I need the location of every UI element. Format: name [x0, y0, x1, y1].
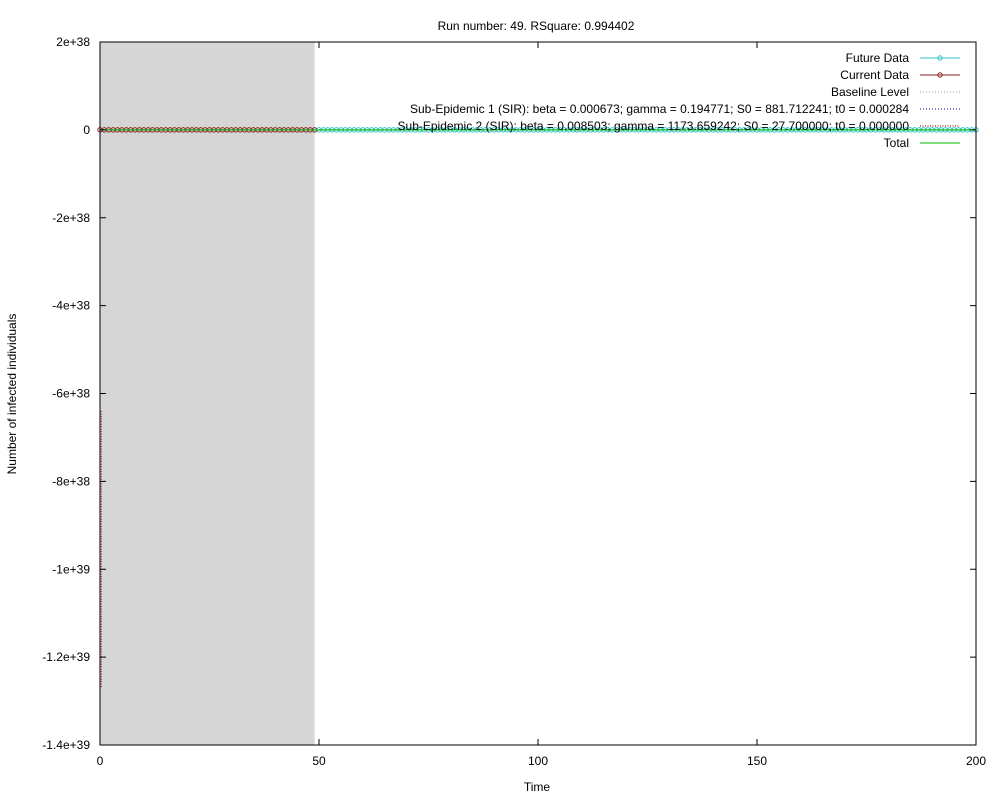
series-layer — [97, 127, 979, 688]
legend-label: Future Data — [846, 51, 910, 65]
ticks-layer: 0 50 100 150 200 2e+38 0 -2e+38 -4e+38 -6e+38 -8e+… — [42, 35, 986, 768]
shaded-fit-region — [100, 42, 315, 745]
y-tick-label: -1e+39 — [52, 562, 90, 576]
y-tick-label: 2e+38 — [56, 35, 90, 49]
y-tick-label: 0 — [83, 123, 90, 137]
x-tick-label: 50 — [312, 754, 326, 768]
legend-label: Total — [884, 136, 909, 150]
legend-item: Sub-Epidemic 2 (SIR): beta = 0.008503; g… — [398, 119, 960, 133]
y-tick-label: -1.4e+39 — [42, 738, 90, 752]
legend: Future Data Current Data Baseline Level Sub… — [398, 51, 960, 150]
chart-title: Run number: 49. RSquare: 0.994402 — [438, 19, 635, 33]
x-tick-label: 100 — [528, 754, 548, 768]
x-tick-label: 0 — [97, 754, 104, 768]
legend-marker — [937, 72, 943, 78]
legend-marker — [937, 55, 943, 61]
y-tick-label: -6e+38 — [52, 387, 90, 401]
legend-item: Sub-Epidemic 1 (SIR): beta = 0.000673; g… — [410, 102, 960, 116]
legend-label: Current Data — [840, 68, 909, 82]
x-tick-label: 200 — [966, 754, 986, 768]
x-tick-label: 150 — [747, 754, 767, 768]
y-axis-label: Number of infected individuals — [5, 314, 19, 475]
shaded-region-layer — [100, 42, 315, 745]
legend-item: Future Data — [846, 51, 960, 65]
y-tick-label: -2e+38 — [52, 211, 90, 225]
y-tick-label: -8e+38 — [52, 474, 90, 488]
y-tick-label: -4e+38 — [52, 299, 90, 313]
x-axis-label: Time — [524, 780, 551, 794]
y-tick-label: -1.2e+39 — [42, 650, 90, 664]
legend-label: Sub-Epidemic 2 (SIR): beta = 0.008503; g… — [398, 119, 910, 133]
legend-item: Baseline Level — [831, 85, 960, 99]
legend-label: Sub-Epidemic 1 (SIR): beta = 0.000673; g… — [410, 102, 909, 116]
legend-item: Current Data — [840, 68, 960, 82]
legend-label: Baseline Level — [831, 85, 909, 99]
legend-item: Total — [884, 136, 960, 150]
